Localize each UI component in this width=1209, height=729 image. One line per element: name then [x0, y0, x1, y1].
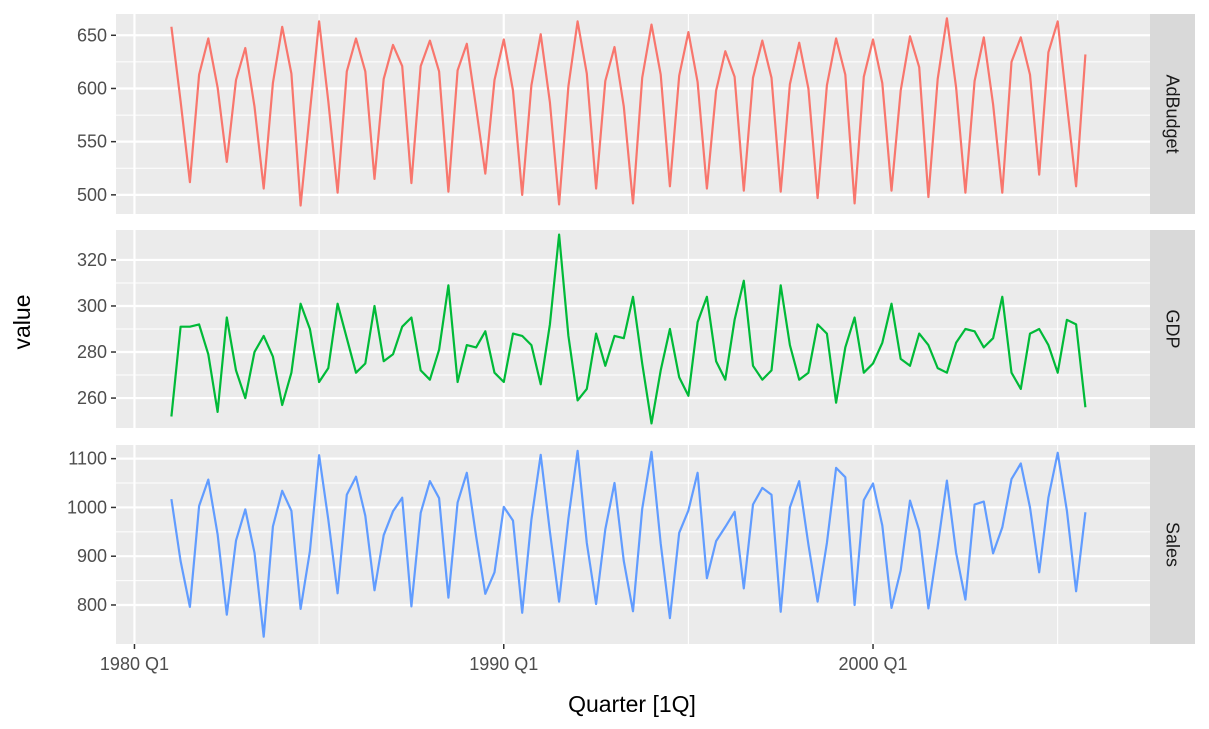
- x-tick-label: 1990 Q1: [469, 654, 538, 674]
- facet-strip: [1150, 14, 1195, 214]
- y-tick-label: 600: [77, 78, 107, 98]
- facet-strip: [1150, 445, 1195, 644]
- facet-panels: 500 550 600 650 AdBudget 260 280 300 320 GDP 800 90…: [67, 14, 1195, 644]
- y-tick-label: 900: [77, 546, 107, 566]
- y-tick-label: 300: [77, 296, 107, 316]
- y-tick-label: 260: [77, 388, 107, 408]
- facet-strip: [1150, 230, 1195, 428]
- x-tick-label: 2000 Q1: [839, 654, 908, 674]
- y-tick-label: 280: [77, 342, 107, 362]
- y-tick-label: 650: [77, 25, 107, 45]
- y-tick-label: 1000: [67, 497, 107, 517]
- y-tick-label: 320: [77, 250, 107, 270]
- facet-sales: 800 900 1000 1100 Sales: [67, 445, 1195, 644]
- y-tick-label: 550: [77, 132, 107, 152]
- series-line-adbudget: [170, 17, 1087, 207]
- facet-adbudget: 500 550 600 650 AdBudget: [77, 14, 1195, 214]
- y-tick-label: 1100: [68, 449, 107, 469]
- facet-strip-label: Sales: [1163, 522, 1183, 567]
- y-tick-label: 500: [77, 185, 107, 205]
- y-axis-title: value: [9, 295, 35, 350]
- y-tick-label: 800: [77, 595, 107, 615]
- x-tick-label: 1980 Q1: [100, 654, 169, 674]
- x-axis: 1980 Q1 1990 Q1 2000 Q1: [100, 644, 908, 674]
- facet-gdp: 260 280 300 320 GDP: [77, 230, 1195, 428]
- x-axis-title: Quarter [1Q]: [568, 691, 696, 717]
- panel-background: [116, 14, 1150, 214]
- series-line-gdp: [170, 233, 1087, 425]
- series-line-sales: [170, 449, 1087, 638]
- facet-strip-label: GDP: [1163, 309, 1183, 348]
- facet-strip-label: AdBudget: [1163, 74, 1183, 153]
